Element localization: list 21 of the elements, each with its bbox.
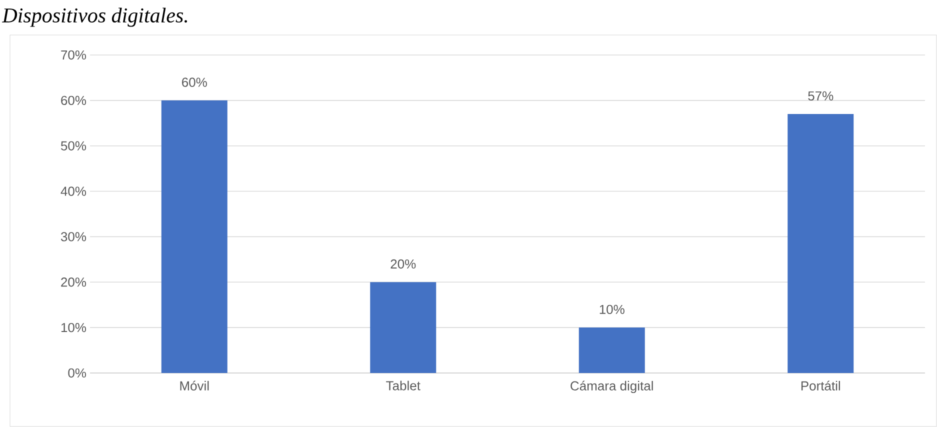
- chart-title: Dispositivos digitales.: [2, 8, 188, 27]
- y-tick-label: 50%: [60, 141, 86, 150]
- y-tick-label: 20%: [61, 278, 86, 287]
- x-tick-label: Tablet: [386, 380, 420, 390]
- y-tick-label: 0%: [68, 368, 86, 378]
- x-tick-label: Portátil: [801, 380, 840, 390]
- x-tick-label: Cámara digital: [570, 380, 653, 394]
- y-tick-label: 40%: [60, 186, 86, 196]
- bar: [788, 114, 854, 373]
- y-tick-label: 30%: [60, 232, 86, 242]
- data-label: 20%: [390, 259, 416, 269]
- data-label: 57%: [808, 91, 834, 101]
- x-tick-label: Móvil: [180, 380, 209, 390]
- data-label: 60%: [182, 78, 207, 87]
- y-tick-label: 10%: [61, 322, 86, 332]
- bar: [578, 328, 645, 373]
- data-label: 10%: [600, 304, 624, 314]
- bar: [370, 282, 436, 373]
- y-tick-label: 60%: [61, 96, 86, 106]
- y-tick-label: 70%: [61, 50, 86, 60]
- bar: [161, 100, 228, 373]
